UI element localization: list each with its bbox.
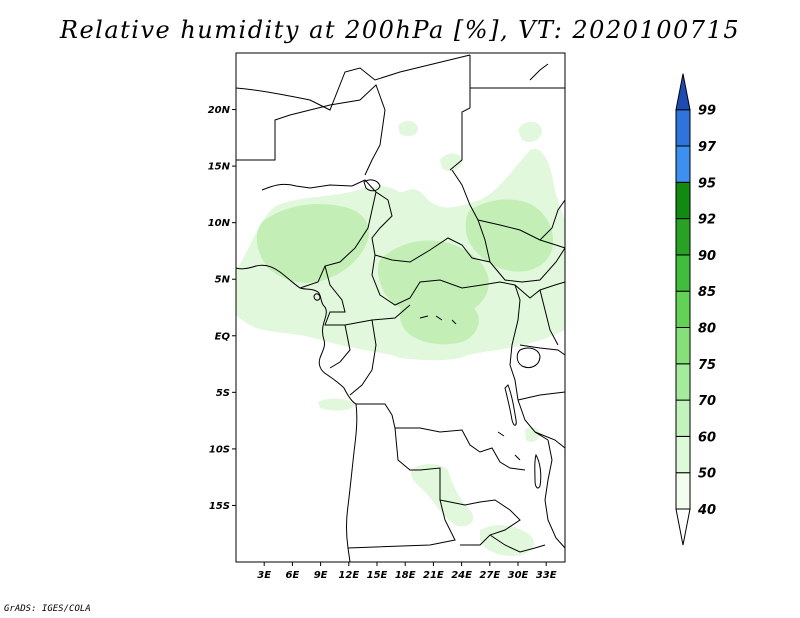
humidity-patch-zambia <box>411 464 474 527</box>
colorbar-box <box>675 145 691 183</box>
border-tanzania <box>517 391 566 449</box>
colorbar-under-triangle <box>675 508 691 546</box>
border-drc-south <box>356 403 526 471</box>
lake-malawi <box>534 453 542 489</box>
border-sudan-south <box>489 247 566 283</box>
lon-tick-label: 15E <box>367 570 388 581</box>
border-chad <box>371 169 491 263</box>
coastline-west <box>235 264 358 563</box>
colorbar-box <box>675 435 691 474</box>
colorbar-label: 85 <box>698 285 716 300</box>
border-sahara-north <box>235 54 471 171</box>
credit-label: GrADS: IGES/COLA <box>4 604 91 614</box>
colorbar-label: 50 <box>698 467 716 482</box>
lon-tick-label: 3E <box>257 570 271 581</box>
lat-tick-label: 20N <box>208 105 231 116</box>
colorbar-over-triangle <box>675 73 691 111</box>
colorbar-label: 97 <box>698 140 717 155</box>
humidity-core-west <box>256 203 369 283</box>
lon-tick-label: 6E <box>286 570 300 581</box>
lake-victoria <box>516 347 541 369</box>
border-angola <box>347 427 456 549</box>
lon-tick-label: 21E <box>423 570 444 581</box>
lon-tick-label: 9E <box>314 570 328 581</box>
lat-tick-label: 5S <box>216 388 230 399</box>
border-zimbabwe <box>489 534 546 553</box>
lake-kivu-scatter <box>419 315 521 461</box>
lon-tick-label: 12E <box>338 570 359 581</box>
island-sinai-tip <box>529 63 549 81</box>
lat-tick-label: 5N <box>215 275 231 286</box>
humidity-patch-gabon <box>318 398 355 411</box>
colorbar-label: 92 <box>698 213 716 228</box>
map-frame <box>235 52 566 563</box>
humidity-core-east <box>465 199 554 272</box>
colorbar-box <box>675 399 691 437</box>
lake-chad <box>363 179 381 192</box>
lat-tick-label: EQ <box>215 331 231 342</box>
lake-tanganyika <box>504 384 517 426</box>
colorbar: 40 50 60 70 75 80 85 90 92 95 97 99 <box>675 73 717 546</box>
border-zambia <box>439 499 521 546</box>
border-mozambique <box>544 439 566 549</box>
colorbar-label: 80 <box>698 322 716 337</box>
latitude-axis: 20N 15N 10N 5N EQ 5S 10S 15S <box>208 105 236 512</box>
colorbar-box <box>675 472 691 510</box>
humidity-patch-nw <box>398 120 418 136</box>
border-ethiopia <box>539 199 566 241</box>
humidity-core-south <box>399 295 479 345</box>
colorbar-label: 60 <box>698 430 716 445</box>
colorbar-label: 95 <box>698 176 716 191</box>
colorbar-box <box>675 254 691 292</box>
humidity-core-central <box>377 240 489 319</box>
border-nigeria <box>261 179 377 289</box>
longitude-axis: 3E 6E 9E 12E 15E 18E 21E 24E 27E 30E 33E <box>257 562 557 581</box>
humidity-patch-lake <box>525 427 540 443</box>
colorbar-box <box>675 290 691 329</box>
humidity-field <box>236 120 565 556</box>
border-sudan-north <box>477 219 566 249</box>
lon-tick-label: 30E <box>508 570 529 581</box>
lon-tick-label: 18E <box>395 570 416 581</box>
colorbar-label: 40 <box>697 503 716 518</box>
map-title: Relative humidity at 200hPa [%], VT: 202… <box>59 16 741 44</box>
colorbar-label: 75 <box>698 358 716 373</box>
lat-tick-label: 10N <box>208 218 231 229</box>
lon-tick-label: 24E <box>451 570 472 581</box>
border-congo <box>329 319 377 396</box>
humidity-patch-ne <box>518 121 542 142</box>
border-kenya-uganda <box>519 289 566 356</box>
humidity-patch-n2 <box>440 153 462 172</box>
island-bioko <box>313 293 321 301</box>
humidity-patch-moz <box>480 525 534 556</box>
lat-tick-label: 10S <box>209 444 230 455</box>
country-borders <box>235 54 566 563</box>
lat-tick-label: 15N <box>208 162 231 173</box>
colorbar-box <box>675 363 691 401</box>
colorbar-box <box>675 327 691 365</box>
colorbar-label: 99 <box>698 104 716 119</box>
border-mali-niger <box>236 84 386 176</box>
lon-tick-label: 33E <box>536 570 557 581</box>
lon-tick-label: 27E <box>479 570 500 581</box>
colorbar-label: 70 <box>698 394 716 409</box>
colorbar-box <box>675 109 691 147</box>
colorbar-label: 90 <box>698 249 716 264</box>
lat-tick-label: 15S <box>209 501 230 512</box>
border-car <box>371 254 566 306</box>
border-cameroon <box>324 265 411 326</box>
colorbar-box <box>675 218 691 256</box>
border-drc-east <box>509 284 549 441</box>
colorbar-box <box>675 181 691 220</box>
